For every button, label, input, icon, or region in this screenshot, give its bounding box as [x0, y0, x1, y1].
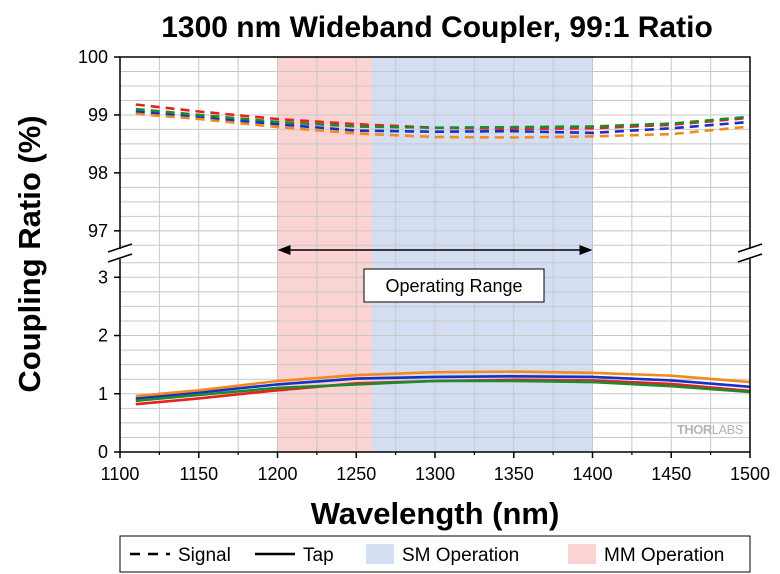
y-lower-tick-label: 3 — [98, 267, 108, 287]
axis-break-gap-right — [736, 249, 764, 259]
x-tick-label: 1500 — [730, 464, 770, 484]
axis-break-slash-left — [107, 243, 133, 253]
legend-label-signal: Signal — [178, 545, 231, 566]
axis-ticks: 1100 1150 1200 1250 1300 1350 1400 1450 15009798… — [78, 47, 770, 484]
x-tick-label: 1350 — [494, 464, 534, 484]
series-upper-dashed-1 — [135, 110, 751, 135]
x-tick-label: 1450 — [651, 464, 691, 484]
data-series — [135, 103, 751, 406]
watermark-suffix: LABS — [712, 422, 744, 437]
legend-swatch-mm-operation — [568, 544, 596, 564]
shaded-region-sm-operation — [372, 57, 593, 452]
legend-swatch-sm-operation — [366, 544, 394, 564]
x-tick-label: 1400 — [572, 464, 612, 484]
series-lower-solid-6 — [135, 379, 751, 403]
watermark-prefix: THOR — [677, 422, 713, 437]
y-upper-tick-label: 97 — [88, 221, 108, 241]
y-lower-tick-label: 1 — [98, 384, 108, 404]
axis-break-gap-left — [106, 249, 134, 259]
x-tick-label: 1200 — [257, 464, 297, 484]
x-tick-label: 1250 — [336, 464, 376, 484]
x-tick-label: 1100 — [101, 464, 140, 484]
axis-break-marks — [106, 243, 764, 263]
shaded-region-mm-operation — [277, 57, 372, 452]
operating-range-annotation: Operating Range — [277, 245, 593, 303]
y-upper-tick-label: 100 — [78, 47, 108, 67]
legend-label-mm-operation: MM Operation — [604, 545, 724, 566]
series-lower-solid-5 — [135, 374, 751, 400]
operating-range-box — [363, 268, 545, 303]
axis-break-slash-left — [107, 253, 133, 263]
y-upper-tick-label: 99 — [88, 105, 108, 125]
x-tick-label: 1150 — [179, 464, 218, 484]
series-lower-solid-7 — [135, 370, 751, 398]
y-upper-tick-label: 98 — [88, 163, 108, 183]
series-upper-dashed-0 — [135, 103, 751, 131]
legend: Signal Tap SM Operation MM Operation — [119, 535, 751, 573]
axis-break-slash-right — [737, 253, 763, 263]
x-tick-label: 1300 — [415, 464, 455, 484]
y-lower-tick-label: 2 — [98, 326, 108, 346]
legend-label-tap: Tap — [303, 545, 334, 566]
legend-frame — [119, 535, 751, 573]
series-upper-dashed-3 — [135, 112, 751, 139]
operating-range-label: Operating Range — [385, 276, 522, 296]
legend-label-sm-operation: SM Operation — [402, 545, 519, 566]
arrow-head-left — [277, 245, 291, 255]
chart-title: 1300 nm Wideband Coupler, 99:1 Ratio — [161, 11, 713, 44]
arrow-head-right — [579, 245, 593, 255]
thorlabs-watermark: THORLABS — [677, 422, 744, 437]
x-axis-label: Wavelength (nm) — [311, 496, 560, 531]
axis-break-slash-right — [737, 243, 763, 253]
y-axis-label: Coupling Ratio (%) — [12, 115, 47, 392]
y-lower-tick-label: 0 — [98, 442, 108, 462]
